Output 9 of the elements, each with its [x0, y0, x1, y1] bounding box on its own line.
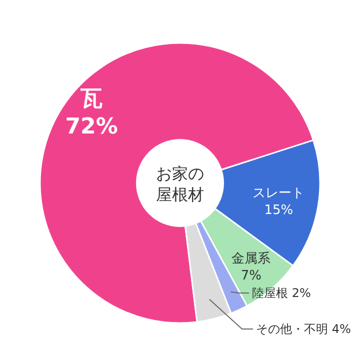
data-label: 15% [264, 202, 294, 218]
slice-label: スレート [252, 186, 305, 201]
slice-label: 瓦 [80, 86, 103, 112]
data-label: 72% [65, 114, 118, 140]
data-label: 7% [240, 268, 262, 284]
text: お家の屋根材 [156, 164, 204, 204]
slice-label: 陸屋根 2% [252, 286, 311, 300]
slice-label: 金属系 [232, 251, 271, 266]
slice-label: その他・不明 4% [256, 322, 351, 336]
